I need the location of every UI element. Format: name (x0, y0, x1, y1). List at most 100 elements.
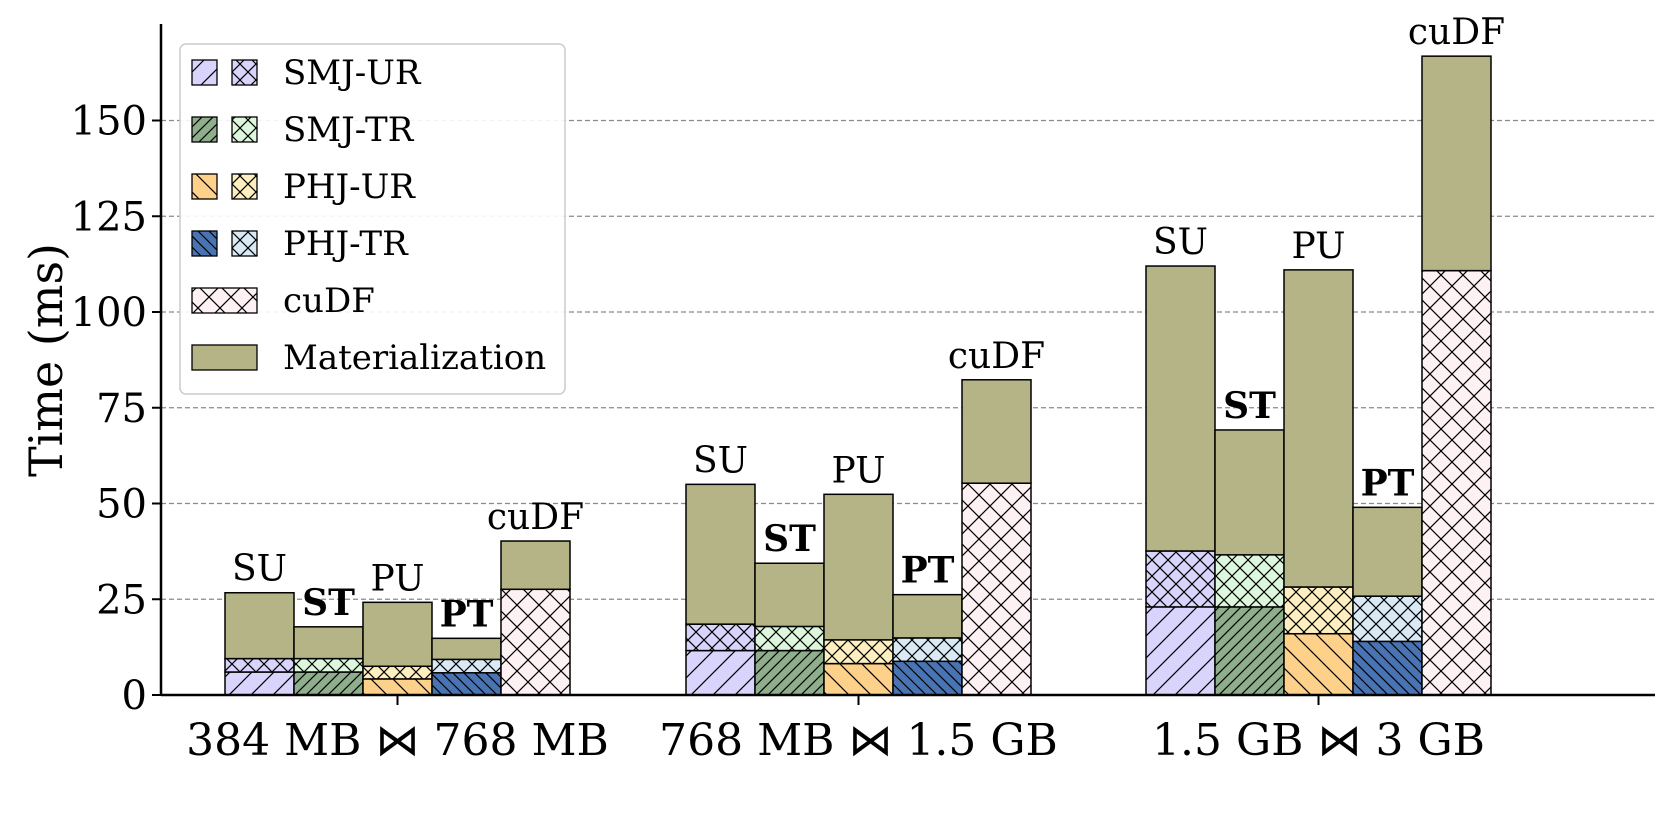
y-tick-label: 100 (71, 290, 147, 336)
bar-segment-cudf (500, 588, 571, 696)
bar-pu (362, 601, 433, 696)
bar-segment-materialization (1145, 265, 1216, 552)
bar-segment-materialization (1421, 55, 1492, 272)
bar-segment-materialization (362, 601, 433, 668)
axes: 0 25 50 75 100 125 150 (71, 24, 1655, 719)
bar-segment-phj-tr (892, 660, 963, 696)
labels: SU ST PU PT cuDF 384 MB ⋈ 768 MB SU ST PU PT cuDF 7… (186, 12, 1505, 766)
legend-item: SMJ-TR (191, 110, 415, 150)
bar-cudf (500, 540, 571, 696)
bar-label: PU (371, 558, 425, 599)
legend-swatch (231, 116, 258, 143)
bar-pu (823, 493, 894, 696)
bar-segment-phj-ur (823, 662, 894, 696)
y-axis-label: Time (ms) (19, 243, 73, 477)
bar-segment-phj-ur (1283, 586, 1354, 635)
bar-segment-materialization (961, 379, 1032, 484)
bar-pu (1283, 269, 1354, 696)
bar-st (293, 626, 364, 696)
bar-segment-smj-ur (224, 657, 295, 673)
bar-segment-materialization (754, 562, 825, 628)
legend-label: PHJ-UR (283, 167, 416, 207)
y-tick-label: 25 (96, 577, 147, 623)
bar-segment-smj-tr (293, 657, 364, 673)
bar-segment-smj-tr (1214, 554, 1285, 608)
bar-segment-phj-ur (1283, 632, 1354, 696)
bar-segment-materialization (1214, 429, 1285, 556)
bar-label: SU (693, 440, 748, 481)
bar-segment-materialization (823, 493, 894, 641)
bar-segment-phj-tr (892, 637, 963, 663)
bar-segment-phj-tr (1352, 595, 1423, 643)
legend-label: SMJ-TR (283, 110, 415, 150)
bar-label: PU (832, 450, 886, 491)
bar-label: PU (1292, 226, 1346, 267)
bar-su (224, 591, 295, 696)
bar-label: ST (302, 582, 355, 624)
bar-segment-materialization (293, 626, 364, 660)
legend-swatch (191, 116, 218, 143)
legend-swatch (191, 230, 218, 257)
legend-box (179, 43, 566, 395)
bar-label: PT (1361, 462, 1415, 504)
legend-swatch (231, 59, 258, 86)
legend-label: SMJ-UR (283, 53, 422, 93)
bar-segment-smj-ur (1145, 550, 1216, 608)
legend-swatch (191, 59, 218, 86)
bar-segment-smj-tr (293, 671, 364, 696)
bar-segment-smj-ur (685, 649, 756, 696)
legend-swatch (191, 173, 218, 200)
bar-segment-materialization (1283, 269, 1354, 588)
bars (224, 55, 1492, 696)
bar-segment-cudf (961, 482, 1032, 696)
bar-segment-smj-tr (754, 649, 825, 696)
legend-item: PHJ-TR (191, 224, 409, 264)
bar-cudf (1421, 55, 1492, 696)
bar-segment-materialization (1352, 506, 1423, 597)
y-tick-label: 75 (96, 386, 147, 432)
legend: SMJ-UR SMJ-TR PHJ-UR PHJ-TR cuDF Materializat… (179, 43, 566, 395)
bar-label: SU (232, 549, 287, 590)
bar-pt (892, 593, 963, 696)
x-group-label: 768 MB ⋈ 1.5 GB (659, 715, 1058, 766)
bar-segment-phj-ur (823, 639, 894, 665)
legend-item: cuDF (191, 281, 375, 321)
bar-segment-smj-ur (685, 623, 756, 652)
bar-label: ST (763, 518, 816, 560)
bar-su (1145, 265, 1216, 696)
y-tick-label: 125 (71, 194, 147, 240)
bar-segment-phj-tr (1352, 640, 1423, 696)
bar-cudf (961, 379, 1032, 696)
bar-segment-smj-ur (224, 671, 295, 696)
legend-item: Materialization (191, 338, 546, 378)
bar-segment-phj-tr (431, 658, 502, 674)
bar-st (754, 562, 825, 696)
bar-label: cuDF (487, 497, 584, 538)
bar-su (685, 483, 756, 696)
legend-swatch (191, 344, 258, 371)
bar-segment-smj-tr (754, 625, 825, 652)
bar-segment-phj-tr (431, 672, 502, 696)
legend-label: cuDF (283, 281, 375, 321)
y-tick-label: 150 (71, 99, 147, 145)
legend-label: PHJ-TR (283, 224, 409, 264)
bar-label: ST (1223, 385, 1276, 427)
bar-label: cuDF (1408, 12, 1505, 53)
legend-label: Materialization (283, 338, 546, 378)
bar-label: PT (901, 550, 955, 592)
bar-pt (431, 637, 502, 696)
x-group-label: 1.5 GB ⋈ 3 GB (1152, 715, 1485, 766)
legend-swatch (231, 173, 258, 200)
bar-segment-materialization (685, 483, 756, 625)
bar-segment-smj-tr (1214, 606, 1285, 696)
legend-swatch (191, 287, 258, 314)
bar-segment-phj-ur (362, 678, 433, 696)
bar-label: cuDF (948, 336, 1045, 377)
bar-segment-materialization (224, 591, 295, 660)
bar-label: SU (1153, 222, 1208, 263)
bar-pt (1352, 506, 1423, 696)
bar-segment-materialization (892, 593, 963, 639)
bar-segment-materialization (431, 637, 502, 661)
bar-segment-cudf (1421, 269, 1492, 696)
